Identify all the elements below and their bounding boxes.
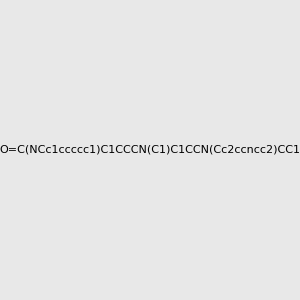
Text: O=C(NCc1ccccc1)C1CCCN(C1)C1CCN(Cc2ccncc2)CC1: O=C(NCc1ccccc1)C1CCCN(C1)C1CCN(Cc2ccncc2… [0, 145, 300, 155]
